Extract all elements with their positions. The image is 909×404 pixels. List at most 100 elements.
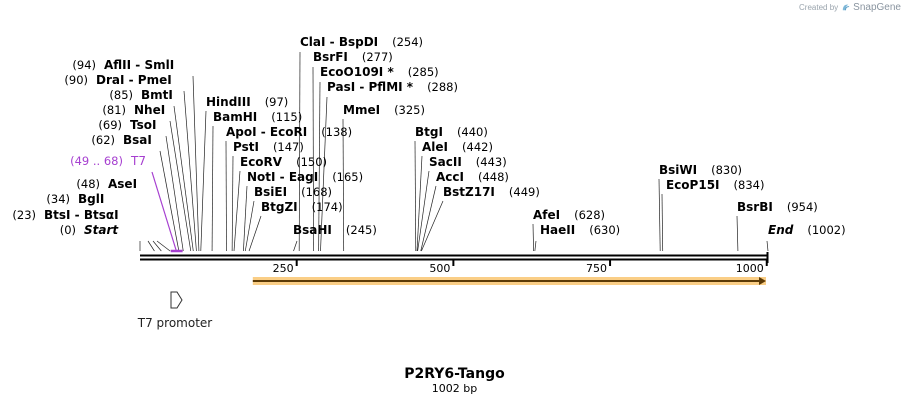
enzyme-label[interactable]: AflII - SmlI (94): [72, 58, 174, 72]
enzyme-label[interactable]: PstI (147): [233, 140, 304, 154]
enzyme-label[interactable]: EcoP15I (834): [666, 178, 764, 192]
enzyme-position: (90): [64, 73, 88, 87]
enzyme-label[interactable]: NotI - EagI (165): [247, 170, 363, 184]
map-length: 1002 bp: [432, 382, 477, 395]
cut-line: [312, 66, 314, 252]
enzyme-label[interactable]: End (1002): [768, 223, 846, 237]
enzyme-name: ClaI - BspDI: [300, 35, 378, 49]
enzyme-label[interactable]: ClaI - BspDI (254): [300, 35, 423, 49]
enzyme-name: NheI: [134, 103, 165, 117]
enzyme-label[interactable]: BtgZI (174): [261, 200, 343, 214]
cut-line: [414, 140, 417, 252]
ruler-tick-label: 250: [273, 262, 294, 275]
enzyme-position: (0): [60, 223, 76, 237]
enzyme-label[interactable]: SacII (443): [429, 155, 507, 169]
ruler-tick-label: 1000: [736, 262, 764, 275]
cut-line: [231, 155, 234, 252]
enzyme-label[interactable]: EcoRV (150): [240, 155, 327, 169]
enzyme-position: (174): [312, 200, 343, 214]
enzyme-name: PstI: [233, 140, 259, 154]
cut-line: [151, 171, 177, 252]
enzyme-position: (325): [394, 103, 425, 117]
cut-site-lines: [139, 51, 769, 252]
cut-line: [298, 51, 301, 252]
enzyme-label[interactable]: BsiEI (168): [254, 185, 332, 199]
enzyme-name: TsoI: [130, 118, 156, 132]
enzyme-label[interactable]: NheI (81): [102, 103, 165, 117]
enzyme-position: (94): [72, 58, 96, 72]
cut-line: [661, 193, 664, 252]
enzyme-label[interactable]: EcoO109I * (285): [320, 65, 439, 79]
snapgene-credit: Created by SnapGene: [799, 2, 901, 13]
enzyme-label[interactable]: AccI (448): [436, 170, 509, 184]
orf-feature[interactable]: [252, 277, 766, 285]
enzyme-name: BtgI: [415, 125, 443, 139]
enzyme-name: HindIII: [206, 95, 251, 109]
cut-line: [244, 200, 255, 252]
enzyme-label[interactable]: BstZ17I (449): [443, 185, 540, 199]
enzyme-label[interactable]: HaeII (630): [540, 223, 620, 237]
map-title: P2RY6-Tango: [404, 366, 505, 382]
enzyme-name: PasI - PflMI *: [327, 80, 414, 94]
enzyme-label[interactable]: BsiWI (830): [659, 163, 742, 177]
enzyme-name: BsiWI: [659, 163, 697, 177]
enzyme-label[interactable]: Start (0): [60, 223, 120, 237]
enzyme-name: BmtI: [141, 88, 173, 102]
enzyme-position: (147): [273, 140, 304, 154]
enzyme-label[interactable]: BmtI (85): [109, 88, 172, 102]
enzyme-position: (168): [301, 185, 332, 199]
enzyme-position: (630): [589, 223, 620, 237]
enzyme-name: MmeI: [343, 103, 380, 117]
cut-line: [192, 75, 200, 252]
enzyme-label[interactable]: PasI - PflMI * (288): [327, 80, 458, 94]
enzyme-name: BsrBI: [737, 200, 773, 214]
enzyme-position: (115): [271, 110, 302, 124]
enzyme-name: BamHI: [213, 110, 257, 124]
enzyme-label[interactable]: TsoI (69): [98, 118, 156, 132]
enzyme-position: (150): [296, 155, 327, 169]
enzyme-position: (245): [346, 223, 377, 237]
enzyme-label[interactable]: AseI (48): [76, 177, 137, 191]
enzyme-position: (448): [478, 170, 509, 184]
enzyme-label[interactable]: AfeI (628): [533, 208, 605, 222]
enzyme-position: (285): [408, 65, 439, 79]
enzyme-label[interactable]: DraI - PmeI (90): [64, 73, 171, 87]
enzyme-label[interactable]: BsaI (62): [91, 133, 151, 147]
enzyme-label[interactable]: BsrFI (277): [313, 50, 393, 64]
enzyme-position: (440): [457, 125, 488, 139]
enzyme-name: BglI: [78, 192, 104, 206]
enzyme-name: BstZ17I: [443, 185, 495, 199]
enzyme-position: (954): [787, 200, 818, 214]
enzyme-label[interactable]: MmeI (325): [343, 103, 425, 117]
enzyme-label[interactable]: BtsI - BtsαI (23): [12, 208, 118, 222]
enzyme-position: (85): [109, 88, 133, 102]
enzyme-position: (254): [392, 35, 423, 49]
enzyme-position: (69): [98, 118, 122, 132]
cut-line: [318, 81, 321, 252]
enzyme-position: (449): [509, 185, 540, 199]
enzyme-label[interactable]: HindIII (97): [206, 95, 288, 109]
enzyme-label[interactable]: T7 (49 .. 68): [70, 154, 146, 168]
enzyme-name: Start: [84, 223, 119, 237]
enzyme-label[interactable]: ApoI - EcoRI (138): [226, 125, 352, 139]
cut-line: [152, 240, 162, 252]
ruler-tick-label: 750: [586, 262, 607, 275]
snapgene-logo-icon: [842, 4, 850, 11]
enzyme-label[interactable]: BsrBI (954): [737, 200, 818, 214]
t7-promoter-feature[interactable]: T7 promoter: [137, 291, 213, 330]
enzyme-label[interactable]: BamHI (115): [213, 110, 302, 124]
cut-line: [159, 150, 180, 252]
enzyme-position: (443): [476, 155, 507, 169]
cut-line: [173, 105, 194, 252]
enzyme-label[interactable]: BglI (34): [46, 192, 104, 206]
enzyme-label[interactable]: AleI (442): [422, 140, 493, 154]
enzyme-label[interactable]: BsaHI (245): [293, 223, 377, 237]
credit-prefix: Created by: [799, 3, 839, 12]
enzyme-name: HaeII: [540, 223, 575, 237]
t7-promoter-label: T7 promoter: [137, 316, 213, 330]
cut-line: [165, 135, 184, 252]
enzyme-name: BsaHI: [293, 223, 332, 237]
enzyme-label[interactable]: BtgI (440): [415, 125, 488, 139]
cut-line: [416, 155, 423, 252]
cut-line: [658, 178, 661, 252]
